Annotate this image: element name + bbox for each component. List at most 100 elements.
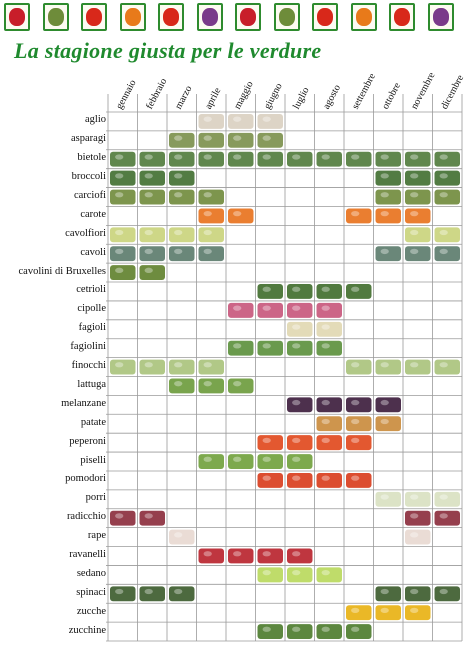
season-mark-highlight — [351, 154, 360, 160]
vegetable-label: ravanelli — [69, 548, 106, 560]
tomato-icon — [81, 3, 107, 31]
season-mark-cetrioli-luglio — [287, 284, 313, 299]
vegetable-label: melanzane — [61, 397, 106, 409]
season-mark-carote-maggio — [228, 208, 254, 224]
season-mark-finocchi-gennaio — [110, 359, 136, 375]
season-mark-highlight — [321, 324, 330, 330]
season-mark-radicchio-dicembre — [434, 510, 460, 526]
season-mark-highlight — [380, 210, 389, 217]
season-mark-highlight — [262, 475, 271, 481]
season-mark-cetrioli-giugno — [257, 284, 283, 299]
season-mark-cavoli-ottobre — [375, 246, 401, 262]
season-mark-highlight — [410, 362, 419, 368]
cherries-icon — [4, 3, 30, 31]
season-mark-finocchi-novembre — [405, 359, 431, 375]
season-mark-radicchio-gennaio — [110, 510, 136, 526]
season-mark-cetrioli-settembre — [346, 284, 372, 299]
season-mark-broccoli-febbraio — [139, 170, 165, 186]
season-mark-spinaci-gennaio — [110, 586, 136, 602]
season-mark-finocchi-ottobre — [375, 359, 401, 375]
season-mark-highlight — [233, 210, 242, 217]
season-mark-highlight — [262, 116, 271, 122]
season-mark-spinaci-novembre — [405, 586, 431, 602]
season-mark-asparagi-giugno — [257, 132, 283, 148]
season-mark-highlight — [321, 569, 330, 576]
season-mark-highlight — [439, 173, 448, 179]
season-mark-highlight — [262, 437, 271, 444]
season-mark-asparagi-maggio — [228, 132, 254, 148]
season-mark-highlight — [292, 475, 301, 481]
season-mark-highlight — [321, 626, 330, 632]
season-mark-highlight — [380, 494, 389, 500]
season-mark-piselli-maggio — [228, 454, 254, 469]
season-mark-carote-settembre — [346, 208, 372, 224]
season-mark-broccoli-marzo — [169, 170, 195, 186]
season-mark-cavolfiori-aprile — [198, 227, 224, 243]
season-mark-highlight — [351, 399, 360, 406]
season-mark-highlight — [292, 286, 301, 292]
season-mark-highlight — [115, 229, 124, 236]
vegetable-label: cavoli — [80, 246, 106, 258]
season-mark-highlight — [203, 229, 212, 236]
carrot-icon — [350, 3, 377, 31]
season-mark-highlight — [144, 513, 153, 519]
season-mark-highlight — [174, 381, 183, 387]
vegetable-label: carciofi — [73, 190, 106, 202]
season-mark-zucche-ottobre — [375, 605, 401, 621]
season-mark-patate-agosto — [316, 416, 342, 432]
season-mark-highlight — [410, 513, 419, 519]
season-mark-carciofi-dicembre — [434, 189, 460, 205]
vegetable-label: peperoni — [69, 435, 106, 447]
season-mark-highlight — [351, 286, 360, 292]
season-mark-highlight — [292, 305, 301, 311]
vegetable-label: cetrioli — [76, 284, 106, 296]
season-mark-lattuga-aprile — [198, 378, 224, 394]
season-mark-melanzane-ottobre — [375, 397, 401, 413]
season-mark-finocchi-dicembre — [434, 359, 460, 375]
season-mark-highlight — [174, 532, 183, 538]
tomato-icon — [158, 3, 184, 31]
season-mark-rape-novembre — [405, 529, 431, 545]
season-mark-highlight — [321, 475, 330, 481]
season-mark-fagiolini-giugno — [257, 340, 283, 356]
season-mark-highlight — [233, 456, 242, 462]
season-mark-highlight — [380, 248, 389, 255]
season-mark-highlight — [262, 343, 271, 349]
season-mark-highlight — [351, 626, 360, 632]
season-mark-ravanelli-aprile — [198, 548, 224, 564]
season-mark-highlight — [351, 362, 360, 368]
season-mark-highlight — [439, 154, 448, 160]
season-mark-highlight — [233, 343, 242, 349]
season-mark-zucchine-agosto — [316, 624, 342, 639]
season-mark-highlight — [292, 626, 301, 632]
artichoke-icon — [273, 3, 300, 31]
season-mark-carciofi-gennaio — [110, 189, 136, 205]
season-mark-highlight — [115, 248, 124, 255]
season-mark-cavoli-aprile — [198, 246, 224, 262]
season-mark-highlight — [203, 135, 212, 141]
season-mark-carciofi-ottobre — [375, 189, 401, 205]
vegetable-label: fagiolini — [70, 341, 106, 353]
season-mark-highlight — [115, 513, 124, 519]
vegetable-label: rape — [87, 530, 106, 542]
season-mark-spinaci-marzo — [169, 586, 195, 602]
season-mark-highlight — [410, 532, 419, 538]
season-mark-highlight — [321, 399, 330, 406]
season-mark-highlight — [144, 588, 153, 595]
vegetable-label: piselli — [80, 454, 106, 466]
season-mark-highlight — [292, 569, 301, 576]
carrot-icon — [119, 3, 146, 31]
season-mark-aglio-maggio — [228, 114, 254, 129]
season-mark-highlight — [262, 626, 271, 632]
vegetable-label: pomodori — [65, 473, 106, 485]
season-mark-highlight — [410, 494, 419, 500]
season-mark-zucche-settembre — [346, 605, 372, 621]
season-mark-highlight — [115, 192, 124, 198]
season-mark-finocchi-marzo — [169, 359, 195, 375]
season-mark-highlight — [203, 362, 212, 368]
season-mark-highlight — [380, 192, 389, 198]
season-mark-carciofi-febbraio — [139, 189, 165, 205]
season-mark-highlight — [351, 475, 360, 481]
season-mark-highlight — [262, 154, 271, 160]
season-mark-cavoli-novembre — [405, 246, 431, 262]
